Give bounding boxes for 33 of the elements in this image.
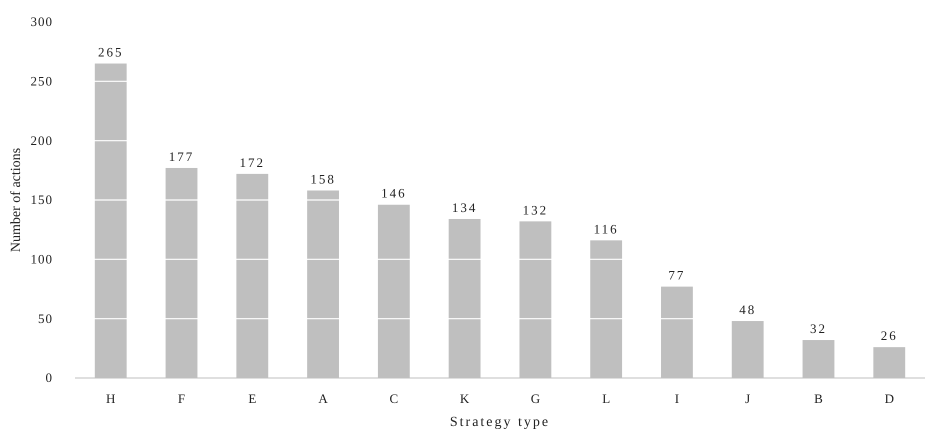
x-tick-label: H — [106, 391, 116, 406]
data-label: 265 — [98, 44, 124, 60]
y-tick-label: 250 — [30, 73, 53, 88]
x-tick-label: A — [318, 391, 328, 406]
x-tick-label: G — [530, 391, 540, 406]
y-tick-label: 100 — [30, 251, 53, 266]
x-tick-label: E — [248, 391, 256, 406]
x-tick-label: C — [390, 391, 398, 406]
data-label: 48 — [739, 302, 756, 318]
data-label: 77 — [668, 268, 686, 283]
x-tick-label: J — [745, 391, 750, 406]
x-tick-label: F — [178, 391, 186, 406]
x-axis-title: Strategy type — [450, 415, 550, 430]
data-label: 146 — [381, 186, 407, 201]
y-axis-title: Number of actions — [9, 148, 24, 252]
data-label: 177 — [168, 148, 194, 164]
data-label: 116 — [594, 221, 619, 236]
data-label: 172 — [240, 154, 266, 170]
x-tick-label: K — [460, 391, 470, 406]
data-label: 132 — [522, 202, 548, 218]
data-label: 158 — [310, 172, 336, 187]
y-tick-label: 0 — [46, 370, 53, 386]
data-label: 26 — [880, 328, 898, 344]
x-tick-label: L — [602, 391, 610, 406]
x-tick-label: B — [814, 391, 824, 406]
y-tick-label: 50 — [38, 310, 53, 326]
data-label: 32 — [810, 321, 827, 336]
data-label: 134 — [452, 200, 478, 215]
y-tick-label: 150 — [30, 192, 53, 208]
y-tick-label: 200 — [30, 132, 53, 148]
x-tick-label: D — [884, 391, 894, 406]
y-tick-label: 300 — [30, 14, 53, 30]
x-tick-label: I — [674, 391, 680, 406]
